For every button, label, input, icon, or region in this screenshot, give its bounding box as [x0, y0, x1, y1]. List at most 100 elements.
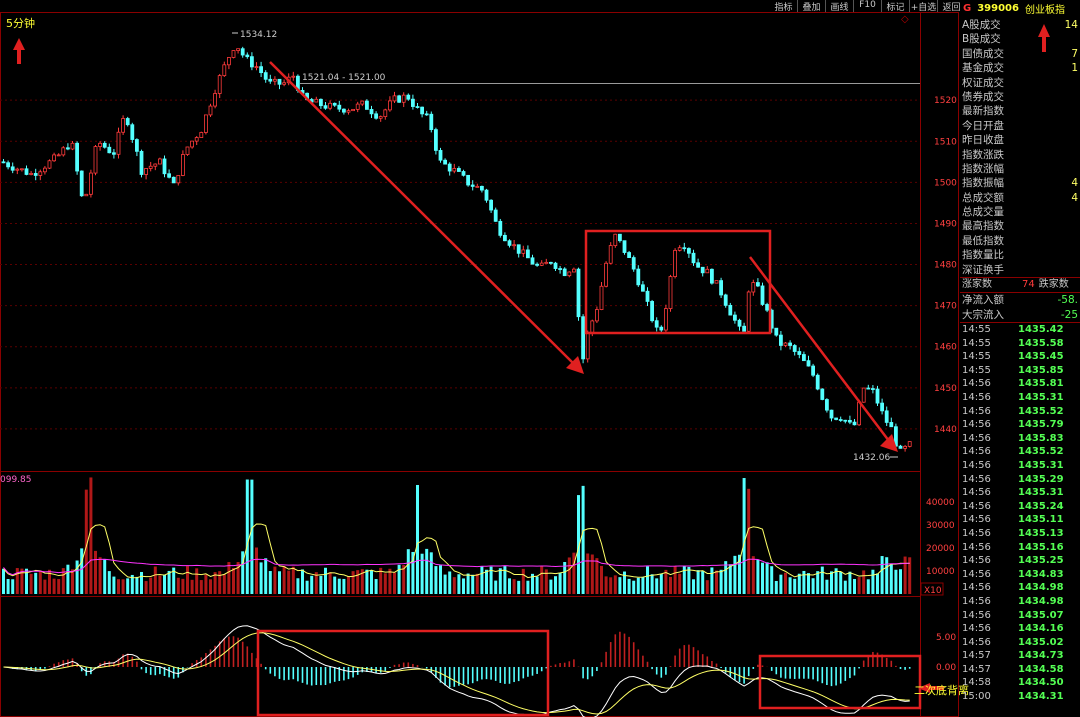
volume-bar — [600, 565, 603, 594]
volume-bar — [581, 485, 585, 594]
volume-bar — [572, 552, 576, 594]
candle-body — [595, 309, 599, 322]
candle-body — [443, 159, 448, 165]
period-label[interactable]: 5分钟 — [6, 16, 35, 30]
tb-overlay-button[interactable]: 叠加 — [798, 0, 826, 13]
candle-body — [424, 113, 429, 116]
volume-bar — [425, 548, 429, 594]
candle-body — [871, 388, 875, 390]
volume-bar — [310, 575, 314, 594]
volume-bar — [190, 579, 194, 594]
tick-time: 14:56 — [962, 623, 991, 635]
volume-bar — [130, 574, 134, 594]
tick-time: 14:56 — [962, 568, 991, 580]
flow-label: 大宗流入 — [962, 308, 1004, 321]
volume-bar — [466, 573, 470, 594]
tick-price: 1434.31 — [1018, 691, 1064, 703]
candle-body — [815, 374, 820, 390]
tb-back-button[interactable]: 返回 — [942, 3, 961, 13]
volume-bar — [89, 477, 93, 594]
volume-bar — [107, 571, 111, 594]
candle-body — [889, 422, 894, 428]
candle-body — [38, 171, 43, 176]
volume-bar — [834, 568, 838, 594]
volume-bar — [678, 573, 682, 594]
stat-value: 4 — [1071, 191, 1078, 204]
volume-bar — [448, 571, 452, 594]
volume-bar — [434, 566, 438, 594]
volume-bar — [692, 579, 695, 594]
candle-body — [134, 139, 139, 152]
candle-body — [392, 95, 397, 102]
candle-body — [728, 304, 733, 316]
flow-value: -58. — [1057, 294, 1079, 307]
volume-bar — [655, 578, 659, 594]
volume-bar — [830, 571, 833, 594]
tick-row: 14:56 1435.31 — [960, 391, 1080, 405]
close-icon[interactable]: ◇ — [901, 14, 909, 25]
chart-frame — [0, 12, 959, 717]
rise-label: 涨家数 — [962, 279, 992, 291]
volume-bar — [728, 564, 732, 594]
volume-bar — [264, 558, 268, 594]
candle-body — [268, 78, 273, 82]
tick-time: 14:56 — [962, 446, 991, 458]
tick-time: 14:57 — [962, 663, 991, 675]
candle-body — [756, 282, 760, 287]
tick-time: 14:56 — [962, 459, 991, 471]
candle-body — [618, 233, 622, 242]
tb-draw-button[interactable]: 画线 — [826, 0, 854, 13]
volume-bar — [429, 552, 433, 594]
candle-body — [410, 98, 415, 107]
tick-time: 14:56 — [962, 419, 991, 431]
candle-body — [779, 334, 783, 346]
volume-bar — [314, 572, 318, 594]
candle-body — [502, 234, 507, 242]
volume-bar — [682, 565, 686, 594]
tb-mark-button[interactable]: 标记 — [882, 0, 910, 13]
candle-body — [723, 294, 728, 306]
volume-bar — [2, 568, 5, 594]
volume-bar — [756, 559, 760, 594]
tick-row: 14:55 1435.45 — [960, 350, 1080, 364]
tick-list[interactable]: 14:55 1435.42 14:55 1435.58 14:55 1435.45 14:5… — [960, 322, 1080, 704]
high-label: 1534.12 — [240, 30, 277, 40]
volume-bar — [84, 489, 88, 594]
candle-body — [705, 268, 710, 274]
candle-body — [825, 399, 829, 411]
volume-bar — [742, 478, 746, 594]
stat-row: 昨日收盘 — [960, 133, 1080, 147]
tick-price: 1435.58 — [1018, 337, 1064, 349]
tb-indicator-button[interactable]: 指标 — [770, 0, 798, 13]
candle-body — [374, 113, 379, 119]
candle-body — [89, 172, 93, 195]
volume-bar — [765, 562, 769, 594]
candle-body — [714, 280, 719, 284]
stat-label: 总成交量 — [962, 206, 1004, 219]
tick-row: 14:56 1434.98 — [960, 581, 1080, 595]
tb-watchlist-button[interactable]: +自选 — [910, 0, 938, 13]
candle-body — [171, 176, 176, 184]
candle-body — [733, 314, 737, 321]
tick-row: 14:56 1434.16 — [960, 622, 1080, 636]
volume-bar — [144, 581, 148, 594]
candle-body — [277, 78, 282, 85]
price-tick: 1510 — [934, 137, 957, 147]
volume-ma-magenta — [3, 558, 910, 576]
candle-body — [249, 56, 254, 68]
volume-bar — [117, 579, 120, 594]
volume-bar — [480, 566, 484, 594]
tb-f10-button[interactable]: F10 — [854, 0, 882, 12]
volume-bar — [282, 566, 286, 594]
candle-body — [24, 168, 29, 175]
volume-bar — [604, 576, 608, 594]
candle-body — [710, 268, 714, 284]
tick-price: 1435.31 — [1018, 392, 1064, 403]
tick-time: 14:56 — [962, 514, 991, 526]
candle-body — [112, 152, 116, 155]
high-marker: 1534.12 — [232, 30, 277, 40]
volume-bar — [213, 572, 217, 594]
candle-body — [539, 262, 544, 266]
stat-label: 指数涨跌 — [962, 148, 1004, 161]
